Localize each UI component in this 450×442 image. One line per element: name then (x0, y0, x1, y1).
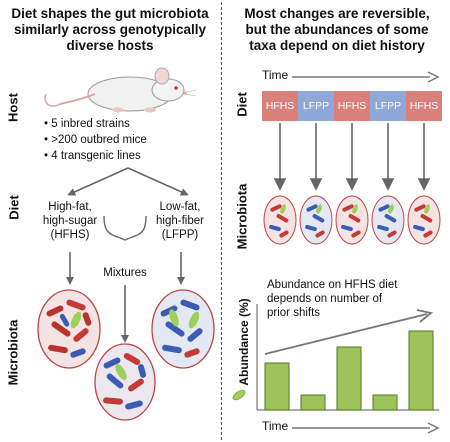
left-title-line1: Diet shapes the gut microbiota (11, 6, 209, 21)
bullet-text-3: 4 transgenic lines (51, 150, 141, 162)
diet-seg-5-label: HFHS (409, 100, 439, 112)
right-diet-label: Diet (234, 92, 250, 117)
microbiota-small-4 (371, 195, 405, 245)
abundance-chart (256, 304, 439, 411)
diet-seg-2: LFPP (298, 91, 334, 121)
left-title-line2: similarly across genotypically (13, 22, 207, 37)
abundance-axis-label: Abundance (%) (237, 292, 251, 392)
right-title-line3: taxa depend on diet history (249, 38, 425, 53)
diet-seg-5: HFHS (406, 91, 442, 121)
right-title: Most changes are reversible, but the abu… (224, 6, 450, 54)
green-taxon-icon (232, 389, 246, 401)
diet-seg-2-label: LFPP (302, 100, 330, 112)
microbiota-series (263, 195, 441, 245)
right-title-line2: but the abundances of some (245, 22, 429, 37)
bullet-item-1: • 5 inbred strains (44, 118, 130, 130)
bottom-time-label: Time (262, 419, 289, 433)
bullet-item-2: • >200 outbred mice (44, 134, 147, 146)
panel-divider (221, 2, 222, 440)
lfpp-diet-label: Low-fat, high-fiber (LFPP) (140, 200, 220, 242)
hfhs-line-2: high-sugar (42, 215, 98, 227)
hfhs-line-1: High-fat, (48, 201, 92, 213)
diet-seg-1: HFHS (262, 91, 298, 121)
arrow-host-to-lfpp (127, 167, 189, 196)
bars-group (264, 330, 434, 411)
arrow-host-to-hfhs (67, 167, 129, 196)
hfhs-diet-label: High-fat, high-sugar (HFHS) (30, 200, 110, 242)
diet-seg-3: HFHS (334, 91, 370, 121)
hfhs-line-3: (HFHS) (50, 229, 90, 241)
top-time-label: Time (262, 68, 289, 82)
right-microbiota-label: Microbiota (234, 183, 250, 250)
abundance-bar-1 (264, 362, 290, 411)
diet-seg-3-label: HFHS (337, 100, 367, 112)
right-down-arrows (273, 123, 431, 191)
bullet-item-3: • 4 transgenic lines (44, 150, 141, 162)
bullet-text-2: >200 outbred mice (51, 134, 147, 146)
annotation-line-3: prior shifts (267, 307, 321, 319)
left-arrows (66, 167, 189, 343)
microbiota-lfpp-oval (151, 289, 215, 369)
abundance-bar-4 (372, 394, 398, 411)
left-title: Diet shapes the gut microbiota similarly… (0, 6, 220, 54)
microbiota-hfhs-oval (37, 289, 101, 369)
host-bullet-list: • 5 inbred strains • >200 outbred mice •… (44, 116, 147, 164)
microbiota-small-1 (263, 195, 297, 245)
diet-seg-4: LFPP (370, 91, 406, 121)
microbiota-mixture-oval (94, 343, 156, 421)
lfpp-line-3: (LFPP) (161, 229, 199, 241)
diet-seg-1-label: HFHS (265, 100, 295, 112)
bullet-text-1: 5 inbred strains (51, 118, 130, 130)
right-title-line1: Most changes are reversible, (244, 6, 430, 21)
trend-arrow-line (264, 313, 428, 355)
trend-arrow-head (416, 309, 434, 323)
annotation-line-2: depends on number of (267, 293, 383, 305)
top-time-arrow (292, 71, 440, 83)
abundance-annotation: Abundance on HFHS diet depends on number… (267, 278, 397, 320)
diet-seg-4-label: LFPP (374, 100, 402, 112)
left-title-line3: diverse hosts (66, 38, 154, 53)
abundance-axis-text: Abundance (%) (237, 298, 251, 386)
diet-sequence-bar: HFHS LFPP HFHS LFPP HFHS (262, 91, 442, 121)
mixtures-label: Mixtures (103, 267, 147, 279)
microbiota-small-5 (407, 195, 441, 245)
abundance-bar-3 (336, 346, 362, 411)
lfpp-line-2: high-fiber (156, 215, 204, 227)
microbiota-small-3 (335, 195, 369, 245)
annotation-line-1: Abundance on HFHS diet (267, 279, 398, 291)
mouse-illustration (44, 67, 197, 113)
lfpp-line-1: Low-fat, (159, 201, 201, 213)
abundance-bar-2 (300, 394, 326, 411)
microbiota-small-2 (299, 195, 333, 245)
abundance-bar-5 (408, 330, 434, 411)
mixtures-bracket (103, 215, 147, 241)
bottom-time-arrow (292, 422, 440, 434)
